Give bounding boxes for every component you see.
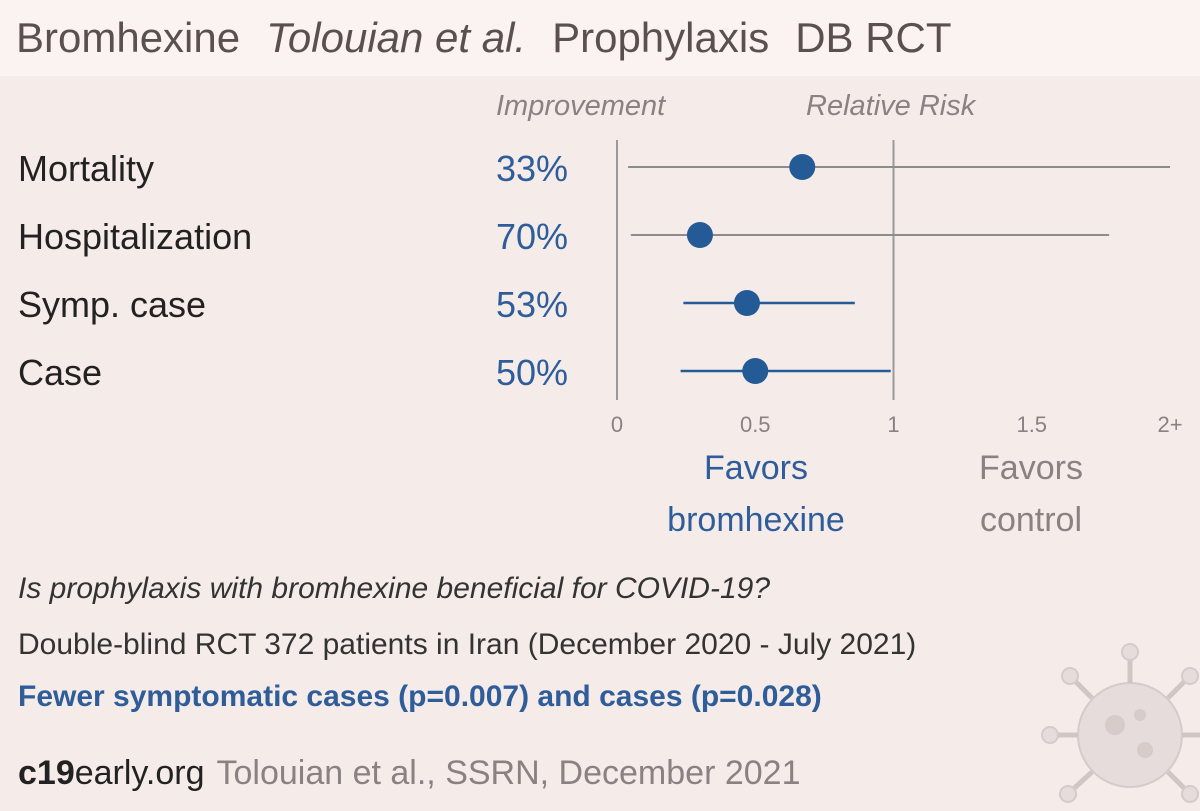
improvement-symp-case: 53% [496,284,569,325]
site-link[interactable]: c19early.org [18,754,205,792]
point-estimate-2 [686,222,713,248]
title-authors: Tolouian et al. [266,14,527,61]
improvement-case: 50% [496,352,569,393]
improvement-header: Improvement [496,90,666,122]
favors-bromhexine-label: Favors bromhexine [646,442,866,546]
x-tick-label: 1 [887,412,899,437]
footer: c19early.org Tolouian et al., SSRN, Decem… [18,754,800,793]
study-design: Double-blind RCT 372 patients in Iran (D… [18,628,917,661]
study-result: Fewer symptomatic cases (p=0.007) and ca… [18,680,822,713]
favors-right-line2: control [979,501,1083,539]
virus-icon [1041,643,1200,803]
page-title: Bromhexine Tolouian et al. Prophylaxis DB R… [16,14,978,62]
x-tick-label: 0 [611,412,623,437]
relative-risk-header: Relative Risk [806,90,976,122]
improvement-mortality: 33% [496,148,569,189]
row-label-mortality: Mortality [18,148,155,189]
title-setting: Prophylaxis [552,14,770,61]
row-label-case: Case [18,352,103,393]
site-bold: c19 [18,754,75,792]
point-estimate-3 [733,290,760,316]
favors-left-line2: bromhexine [667,501,845,539]
row-label-symp-case: Symp. case [18,284,207,325]
x-tick-label: 1.5 [1016,412,1047,437]
title-design: DB RCT [795,14,952,61]
point-estimate-4 [742,358,769,384]
study-question: Is prophylaxis with bromhexine beneficia… [18,572,771,605]
point-estimate-1 [789,154,816,180]
citation: Tolouian et al., SSRN, December 2021 [216,754,801,792]
x-tick-label: 2+ [1157,412,1182,437]
favors-control-label: Favors control [936,442,1126,546]
site-rest: early.org [74,754,205,792]
favors-left-line1: Favors [704,449,808,487]
title-bar: Bromhexine Tolouian et al. Prophylaxis DB R… [0,0,1200,76]
favors-right-line1: Favors [979,449,1083,487]
x-tick-label: 0.5 [740,412,771,437]
row-label-hospitalization: Hospitalization [18,216,253,257]
improvement-hospitalization: 70% [496,216,569,257]
title-treatment: Bromhexine [16,14,241,61]
